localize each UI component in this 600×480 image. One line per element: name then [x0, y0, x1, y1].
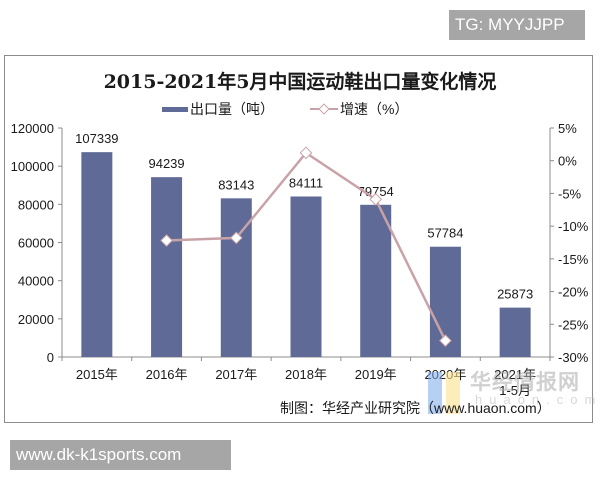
watermark-text: 华经情报网	[470, 371, 580, 394]
right-axis-tick-label: 5%	[558, 121, 577, 136]
website-badge: www.dk-k1sports.com	[10, 440, 231, 470]
watermark-logo-yellow	[446, 372, 460, 414]
right-axis-tick-label: -30%	[558, 350, 589, 365]
left-axis-tick-label: 60000	[18, 236, 54, 251]
bar	[290, 196, 322, 357]
bar-data-label: 94239	[148, 156, 184, 171]
x-axis-category-label: 2015年	[76, 367, 118, 382]
bar	[360, 204, 392, 357]
chart-title: 2015-2021年5月中国运动鞋出口量变化情况	[103, 71, 497, 93]
left-axis-tick-label: 40000	[18, 274, 54, 289]
x-axis-category-label: 2021年	[494, 367, 536, 382]
bar	[220, 198, 252, 357]
line-marker-diamond-icon	[439, 334, 452, 348]
left-axis-tick-label: 0	[47, 350, 54, 365]
line-marker-diamond-icon	[160, 234, 173, 247]
right-axis-tick-label: -10%	[558, 219, 589, 234]
line-marker-diamond-icon	[299, 146, 313, 160]
right-axis-tick-label: 0%	[558, 154, 577, 169]
line-marker-diamond-icon	[229, 231, 243, 245]
x-axis-category-label: 2017年	[215, 367, 257, 382]
left-axis-tick-label: 20000	[18, 312, 54, 327]
bar	[151, 177, 183, 357]
chart-legend: 出口量（吨） 增速（%）	[0, 99, 600, 119]
bar-data-label: 79754	[358, 184, 394, 199]
bar-data-label: 107339	[75, 131, 118, 146]
line-marker-diamond-icon	[369, 192, 383, 206]
watermark-logo-blue	[428, 372, 442, 414]
x-axis-category-label: 1-5月	[499, 383, 531, 398]
x-axis-category-label: 2018年	[285, 367, 327, 382]
right-axis-tick-label: -20%	[558, 285, 589, 300]
bar-data-label: 84111	[289, 175, 323, 190]
bar-data-label: 83143	[218, 177, 254, 192]
right-axis-tick-label: -25%	[558, 317, 589, 332]
line-diamond-swatch-icon	[310, 103, 338, 115]
left-axis-tick-label: 80000	[18, 197, 54, 212]
right-axis-tick-label: -15%	[558, 252, 589, 267]
chart-source: 制图：华经产业研究院（www.huaon.com）	[280, 400, 551, 416]
right-axis-tick-label: -5%	[558, 186, 582, 201]
watermark-subtext: huaon.com	[475, 392, 600, 407]
left-axis-tick-label: 120000	[11, 121, 54, 136]
bar	[81, 152, 113, 357]
bar-data-label: 57784	[427, 226, 463, 241]
left-axis-tick-label: 100000	[11, 159, 54, 174]
legend-item-export-volume: 出口量（吨）	[162, 99, 274, 119]
x-axis-category-label: 2019年	[355, 367, 397, 382]
legend-label: 出口量（吨）	[190, 101, 274, 117]
legend-label: 增速（%）	[340, 101, 409, 117]
bar-data-label: 25873	[497, 287, 533, 302]
bar-swatch-icon	[162, 106, 188, 112]
bar	[499, 307, 531, 357]
tg-badge: TG: MYYJJPP	[449, 10, 585, 40]
x-axis-category-label: 2016年	[146, 367, 188, 382]
legend-item-growth-rate: 增速（%）	[310, 99, 408, 119]
